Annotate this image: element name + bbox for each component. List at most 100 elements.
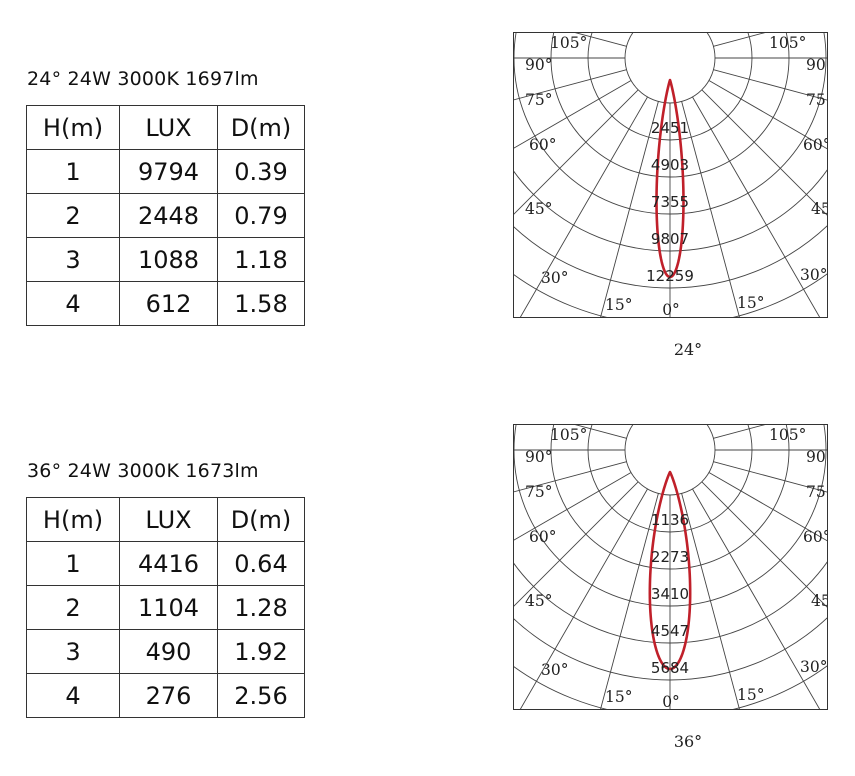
radial-gridline xyxy=(571,32,627,47)
cell-diameter: 0.79 xyxy=(217,193,305,238)
cell-diameter: 0.39 xyxy=(217,149,305,194)
ring-value-label: 7355 xyxy=(651,193,689,211)
ring-value-label: 2451 xyxy=(651,119,689,137)
ring-value-label: 12259 xyxy=(646,267,694,285)
table-row: 4 276 2.56 xyxy=(26,673,305,718)
illuminance-table: H(m) LUX D(m) 1 9794 0.39 2 2448 0.79 3 … xyxy=(26,105,305,326)
table-row: 3 490 1.92 xyxy=(26,629,305,674)
angle-label: 0° xyxy=(662,301,680,318)
angle-label: 15° xyxy=(737,686,764,704)
angle-label: 45° xyxy=(525,200,552,218)
radial-gridline xyxy=(713,424,769,439)
candela-curve xyxy=(655,78,685,279)
angle-label: 75° xyxy=(525,91,552,109)
cell-height: 3 xyxy=(26,237,120,282)
cell-lux: 2448 xyxy=(119,193,218,238)
ring-gridline xyxy=(513,168,828,252)
table-row: 2 1104 1.28 xyxy=(26,585,305,630)
cell-diameter: 1.28 xyxy=(217,585,305,630)
ring-gridline xyxy=(513,224,828,289)
ring-value-label: 5684 xyxy=(651,659,689,677)
illuminance-table: H(m) LUX D(m) 1 4416 0.64 2 1104 1.28 3 … xyxy=(26,497,305,718)
spec-title: 36° 24W 3000K 1673lm xyxy=(27,460,259,482)
cell-height: 3 xyxy=(26,629,120,674)
cell-lux: 1104 xyxy=(119,585,218,630)
radial-gridline xyxy=(599,101,659,318)
beam-angle-caption: 24° xyxy=(673,340,703,359)
ring-gridline xyxy=(513,616,828,681)
ring-gridline xyxy=(587,424,753,533)
ring-value-label: 9807 xyxy=(651,230,689,248)
angle-label: 105° xyxy=(550,426,587,444)
angle-label: 90° xyxy=(806,56,828,74)
angle-label: 60° xyxy=(803,136,828,154)
radial-gridline xyxy=(713,32,769,47)
header-height: H(m) xyxy=(26,105,120,150)
cell-diameter: 2.56 xyxy=(217,673,305,718)
radial-gridline xyxy=(681,101,741,318)
ring-gridline xyxy=(587,32,753,141)
cell-diameter: 1.92 xyxy=(217,629,305,674)
radial-gridline xyxy=(599,493,659,710)
radial-gridline xyxy=(701,89,828,217)
angle-label: 45° xyxy=(811,592,828,610)
angle-label: 45° xyxy=(525,592,552,610)
chart-frame xyxy=(513,424,828,710)
cell-diameter: 1.18 xyxy=(217,237,305,282)
table-row: 2 2448 0.79 xyxy=(26,193,305,238)
radial-gridline xyxy=(513,80,632,150)
angle-label: 60° xyxy=(529,528,556,546)
angle-label: 30° xyxy=(541,661,568,679)
radial-gridline xyxy=(692,96,821,318)
angle-label: 105° xyxy=(769,426,806,444)
radial-gridline xyxy=(708,472,828,542)
table-row: 1 9794 0.39 xyxy=(26,149,305,194)
cell-diameter: 0.64 xyxy=(217,541,305,586)
cell-lux: 612 xyxy=(119,281,218,326)
table-row: 3 1088 1.18 xyxy=(26,237,305,282)
radial-gridline xyxy=(571,424,627,439)
cell-height: 4 xyxy=(26,673,120,718)
ring-gridline xyxy=(550,32,790,178)
cell-lux: 276 xyxy=(119,673,218,718)
table-row: 4 612 1.58 xyxy=(26,281,305,326)
angle-label: 75° xyxy=(806,91,828,109)
angle-label: 15° xyxy=(605,688,632,706)
ring-gridline xyxy=(513,560,828,644)
angle-label: 60° xyxy=(529,136,556,154)
cell-height: 2 xyxy=(26,585,120,630)
angle-label: 105° xyxy=(550,34,587,52)
radial-gridline xyxy=(681,493,741,710)
cell-height: 1 xyxy=(26,149,120,194)
cell-height: 4 xyxy=(26,281,120,326)
ring-value-label: 4903 xyxy=(651,156,689,174)
angle-label: 60° xyxy=(803,528,828,546)
ring-value-label: 4547 xyxy=(651,622,689,640)
radial-gridline xyxy=(513,461,627,493)
ring-gridline xyxy=(624,32,716,104)
angle-label: 90° xyxy=(525,56,552,74)
angle-label: 75° xyxy=(525,483,552,501)
table-header-row: H(m) LUX D(m) xyxy=(26,497,305,542)
angle-label: 30° xyxy=(800,266,827,284)
header-diameter: D(m) xyxy=(217,497,305,542)
table-row: 1 4416 0.64 xyxy=(26,541,305,586)
header-height: H(m) xyxy=(26,497,120,542)
candela-curve xyxy=(648,470,692,671)
angle-label: 15° xyxy=(605,296,632,314)
angle-label: 0° xyxy=(662,693,680,710)
angle-label: 45° xyxy=(811,200,828,218)
header-lux: LUX xyxy=(119,105,218,150)
header-diameter: D(m) xyxy=(217,105,305,150)
ring-gridline xyxy=(624,424,716,496)
radial-gridline xyxy=(513,89,639,216)
radial-gridline xyxy=(713,461,828,493)
angle-label: 30° xyxy=(800,658,827,676)
cell-diameter: 1.58 xyxy=(217,281,305,326)
table-header-row: H(m) LUX D(m) xyxy=(26,105,305,150)
ring-value-label: 3410 xyxy=(651,585,689,603)
radial-gridline xyxy=(701,481,828,609)
section-36deg: 36° 24W 3000K 1673lm H(m) LUX D(m) 1 441… xyxy=(0,392,855,776)
radial-gridline xyxy=(708,80,828,150)
beam-angle-caption: 36° xyxy=(673,732,703,751)
